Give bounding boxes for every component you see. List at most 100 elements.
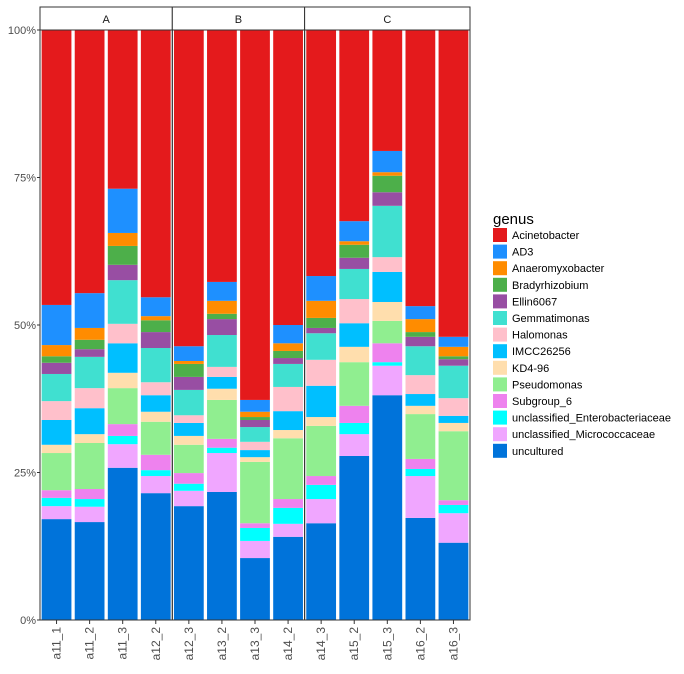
legend: genus Acinetobacter AD3 Anaeromyxobacter Br…: [493, 211, 671, 458]
bar-segment-bradyrhizobium: [339, 244, 370, 258]
bar-segment-kd4-96: [372, 301, 403, 321]
bar-segment-kd4-96: [74, 434, 105, 443]
legend-label: IMCC26256: [512, 346, 571, 358]
bar-segment-acinetobacter: [207, 30, 237, 282]
bar-segment-pseudomonas: [74, 443, 105, 490]
bar-segment-imcc26256: [41, 419, 72, 445]
bar-segment-acinetobacter: [372, 30, 403, 151]
bar-segment-gemmatimonas: [74, 356, 105, 389]
bar-segment-bradyrhizobium: [273, 350, 303, 359]
bar-segment-subgroup-6: [306, 476, 337, 485]
bar-segment-ad3: [207, 281, 237, 301]
bar-segment-halomonas: [107, 323, 138, 344]
bar-segment-anaeromyxobacter: [107, 232, 138, 246]
bar-segment-acinetobacter: [306, 30, 337, 277]
legend-key: [493, 410, 507, 425]
bar-segment-ad3: [405, 306, 436, 320]
bar-segment-halomonas: [372, 257, 403, 272]
bar-segment-ellin6067: [273, 358, 303, 364]
bar-segment-imcc26256: [207, 376, 237, 389]
bar-segment-halomonas: [306, 359, 337, 386]
bar-segment-bradyrhizobium: [405, 332, 436, 337]
legend-key: [493, 377, 507, 392]
legend-key: [493, 294, 507, 309]
facet-label: B: [235, 14, 242, 26]
bar-segment-kd4-96: [405, 405, 436, 415]
bar-segment-unclassified-enterobacteriaceae: [339, 422, 370, 435]
bar-segment-unclassified-micrococcaceae: [405, 476, 436, 518]
bar-segment-ad3: [273, 325, 303, 344]
bar-segment-unclassified-micrococcaceae: [273, 523, 303, 537]
bar-segment-acinetobacter: [405, 30, 436, 307]
legend-label: Ellin6067: [512, 296, 557, 308]
bar-segment-unclassified-enterobacteriaceae: [41, 497, 72, 507]
bar-segment-anaeromyxobacter: [306, 300, 337, 318]
bar-segment-kd4-96: [273, 430, 303, 439]
legend-label: unclassified_Micrococcaceae: [512, 429, 655, 441]
bar-segment-unclassified-micrococcaceae: [339, 434, 370, 456]
bar-segment-ellin6067: [240, 419, 270, 428]
bar-segment-gemmatimonas: [107, 280, 138, 324]
legend-key: [493, 394, 507, 408]
bar-segment-ad3: [41, 304, 72, 346]
bar-segment-acinetobacter: [173, 30, 204, 347]
bar-segment-ad3: [339, 221, 370, 242]
bar-segment-acinetobacter: [140, 30, 171, 298]
bar-segment-unclassified-micrococcaceae: [41, 506, 72, 520]
legend-key: [493, 443, 507, 458]
bar-segment-unclassified-micrococcaceae: [306, 499, 337, 524]
bar-segment-uncultured: [372, 395, 403, 620]
bar-segment-pseudomonas: [339, 362, 370, 406]
bar-segment-kd4-96: [438, 422, 469, 432]
bars: [41, 30, 469, 620]
bar-segment-pseudomonas: [405, 414, 436, 459]
bar-segment-anaeromyxobacter: [41, 345, 72, 357]
bar-segment-subgroup-6: [207, 438, 237, 448]
bar-segment-anaeromyxobacter: [273, 343, 303, 351]
bar-segment-uncultured: [41, 519, 72, 620]
bar-segment-anaeromyxobacter: [240, 411, 270, 418]
bar-segment-bradyrhizobium: [74, 339, 105, 350]
bar-segment-bradyrhizobium: [140, 320, 171, 333]
legend-key: [493, 277, 507, 292]
legend-key: [493, 327, 507, 342]
y-tick-label: 50%: [14, 320, 36, 332]
bar-segment-acinetobacter: [273, 30, 303, 325]
bar-segment-subgroup-6: [372, 343, 403, 363]
bar-segment-anaeromyxobacter: [405, 319, 436, 333]
bar-segment-unclassified-enterobacteriaceae: [372, 362, 403, 366]
bar-segment-unclassified-enterobacteriaceae: [240, 527, 270, 541]
bar-segment-halomonas: [140, 382, 171, 396]
bar-segment-acinetobacter: [107, 30, 138, 189]
bar-segment-halomonas: [339, 299, 370, 324]
bar-segment-kd4-96: [173, 435, 204, 445]
y-tick-label: 75%: [14, 173, 36, 185]
bar-segment-pseudomonas: [107, 388, 138, 425]
legend-label: Pseudomonas: [512, 379, 583, 391]
bar-segment-gemmatimonas: [339, 268, 370, 300]
bar-segment-ad3: [74, 293, 105, 328]
bar-segment-unclassified-enterobacteriaceae: [140, 470, 171, 477]
bar-segment-imcc26256: [372, 271, 403, 302]
bar-segment-kd4-96: [140, 411, 171, 422]
x-tick-label: a14_3: [314, 627, 328, 661]
bar-segment-uncultured: [107, 467, 138, 620]
bar-segment-ad3: [240, 399, 270, 412]
bar-segment-ellin6067: [306, 327, 337, 334]
bar-segment-kd4-96: [306, 417, 337, 426]
legend-key: [493, 261, 507, 276]
bar-segment-subgroup-6: [41, 490, 72, 498]
bar-segment-unclassified-micrococcaceae: [74, 506, 105, 523]
bar-segment-acinetobacter: [41, 30, 72, 305]
bar-segment-halomonas: [74, 388, 105, 409]
bar-segment-ad3: [438, 336, 469, 347]
bar-segment-ad3: [173, 346, 204, 361]
legend-key: [493, 344, 507, 359]
bar-segment-pseudomonas: [273, 438, 303, 500]
bar-segment-ad3: [372, 150, 403, 173]
bar-segment-imcc26256: [339, 323, 370, 347]
bar-segment-gemmatimonas: [372, 205, 403, 258]
bar-segment-uncultured: [207, 491, 237, 620]
bar-segment-gemmatimonas: [173, 389, 204, 416]
bar-segment-imcc26256: [107, 343, 138, 373]
